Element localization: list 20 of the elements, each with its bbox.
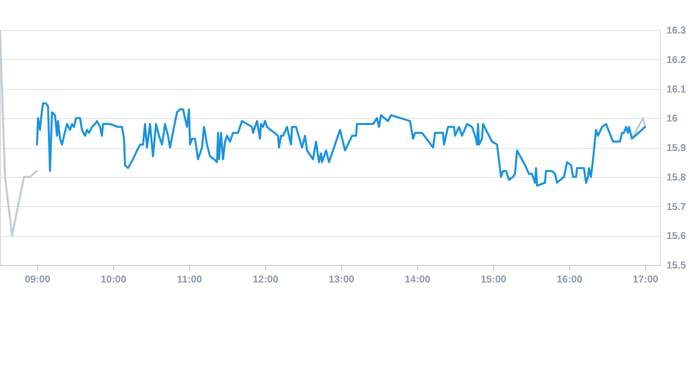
x-tick-label: 15:00: [480, 274, 507, 286]
y-tick-label: 15.5: [666, 260, 686, 272]
x-tick-label: 09:00: [24, 274, 51, 286]
y-tick-label: 15.8: [666, 172, 686, 184]
x-tick-label: 14:00: [404, 274, 431, 286]
y-tick-label: 16: [666, 114, 678, 125]
x-tick-label: 11:00: [177, 274, 202, 286]
y-tick-label: 15.9: [666, 143, 686, 154]
y-tick-label: 15.6: [666, 231, 686, 242]
y-tick-label: 15.7: [666, 202, 686, 213]
x-tick-label: 17:00: [632, 274, 659, 286]
x-tick-label: 16:00: [556, 274, 583, 286]
line-series: [36, 102, 646, 187]
x-tick-label: 12:00: [252, 274, 279, 286]
x-tick-label: 10:00: [100, 274, 127, 286]
x-tick-label: 13:00: [328, 274, 355, 286]
line-series: [0, 30, 38, 237]
y-tick-label: 16.3: [666, 26, 686, 36]
y-tick-label: 16.2: [666, 54, 686, 66]
y-tick-label: 16.1: [666, 84, 686, 96]
